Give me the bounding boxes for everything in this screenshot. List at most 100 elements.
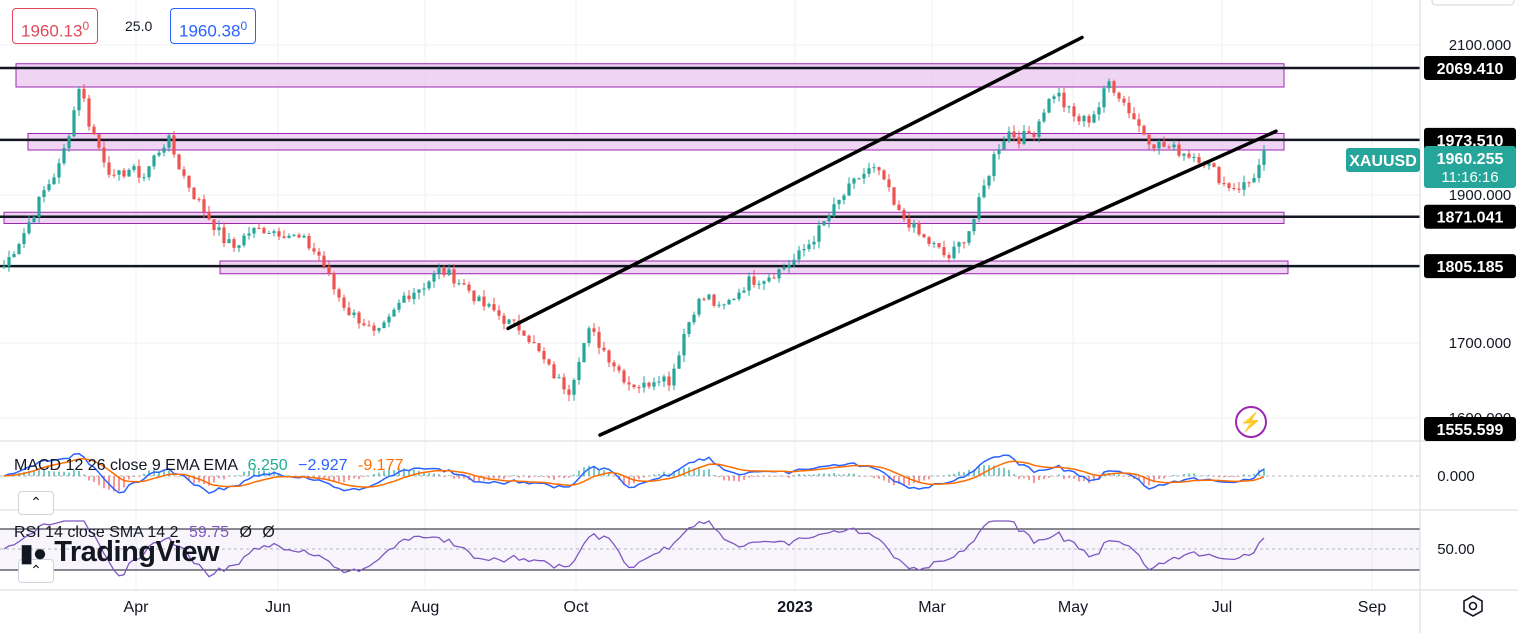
time-axis-label-1: Jun <box>265 599 291 616</box>
collapse-rsi-button[interactable]: ⌃ <box>18 559 54 583</box>
macd-hist-bar-168 <box>843 474 845 476</box>
macd-hist-bar-113 <box>568 476 570 478</box>
time-axis-label-5: Mar <box>918 599 946 616</box>
support-resistance-zones <box>3 63 1289 275</box>
candle-body-9 <box>47 184 51 191</box>
candle-body-14 <box>72 110 76 137</box>
settings-icon[interactable] <box>1460 593 1486 619</box>
macd-hist-bar-9 <box>48 470 50 476</box>
candle-body-54 <box>272 231 276 234</box>
macd-hist-bar-140 <box>703 470 705 476</box>
candle-body-117 <box>587 328 591 344</box>
macd-hist-bar-131 <box>658 473 660 476</box>
candle-body-166 <box>832 204 836 217</box>
macd-hist-bar-164 <box>823 473 825 476</box>
macd-hist-bar-75 <box>378 472 380 476</box>
candle-body-137 <box>687 322 691 335</box>
macd-hist-bar-189 <box>948 474 950 476</box>
macd-hist-bar-70 <box>353 476 355 479</box>
macd-hist-bar-46 <box>233 475 235 477</box>
rsi-axis-label: 50.00 <box>1437 541 1475 558</box>
candle-body-237 <box>1187 153 1191 158</box>
candle-body-181 <box>907 218 911 228</box>
candle-body-16 <box>82 89 86 99</box>
macd-hist-bar-134 <box>673 470 675 476</box>
candle-body-198 <box>992 154 996 177</box>
macd-hist-bar-136 <box>683 468 685 476</box>
macd-hist-bar-138 <box>693 468 695 476</box>
candle-body-228 <box>1142 125 1146 135</box>
candle-body-135 <box>677 355 681 369</box>
candle-body-224 <box>1122 98 1126 103</box>
candle-body-150 <box>752 276 756 285</box>
macd-value-line: −2.927 <box>298 457 348 474</box>
tradingview-logo-icon: ▮● <box>20 540 47 567</box>
macd-hist-bar-191 <box>958 471 960 476</box>
candle-body-205 <box>1027 131 1031 134</box>
macd-hist-bar-236 <box>1183 474 1185 476</box>
candle-body-123 <box>617 366 621 371</box>
candle-body-183 <box>917 223 921 235</box>
bid-price-button[interactable]: 1960.130 <box>12 8 99 44</box>
candle-body-160 <box>802 249 806 251</box>
candle-body-214 <box>1072 106 1076 117</box>
candle-body-80 <box>402 295 406 303</box>
macd-hist-bar-94 <box>473 476 475 483</box>
chevron-up-icon: ⌃ <box>30 562 42 578</box>
lightning-icon[interactable]: ⚡ <box>1235 406 1267 438</box>
macd-hist-bar-109 <box>548 476 550 479</box>
macd-hist-bar-163 <box>818 473 820 476</box>
candle-body-221 <box>1107 81 1111 89</box>
candle-body-216 <box>1082 116 1086 122</box>
macd-legend[interactable]: MACD 12 26 close 9 EMA EMA 6.250 −2.927 … <box>14 457 403 475</box>
macd-hist-bar-142 <box>713 474 715 476</box>
candle-body-180 <box>902 209 906 219</box>
candle-body-188 <box>942 247 946 256</box>
macd-hist-bar-166 <box>833 473 835 476</box>
macd-hist-bar-101 <box>508 476 510 477</box>
candle-body-116 <box>582 343 586 362</box>
macd-hist-bar-225 <box>1128 476 1130 477</box>
candle-body-98 <box>492 304 496 311</box>
candle-body-37 <box>187 175 191 188</box>
candle-body-93 <box>467 284 471 291</box>
candle-body-251 <box>1257 164 1261 178</box>
candle-body-246 <box>1232 187 1236 189</box>
macd-hist-bar-222 <box>1113 473 1115 476</box>
macd-hist-bar-215 <box>1078 476 1080 482</box>
macd-hist-bar-244 <box>1223 476 1225 478</box>
candle-body-15 <box>77 89 81 111</box>
macd-hist-bar-54 <box>273 471 275 476</box>
candle-body-105 <box>527 335 531 342</box>
candle-body-112 <box>562 377 566 390</box>
macd-hist-bar-252 <box>1263 468 1265 476</box>
macd-hist-bar-31 <box>158 471 160 476</box>
candle-body-50 <box>252 227 256 234</box>
collapse-macd-button[interactable]: ⌃ <box>18 491 54 515</box>
candle-body-242 <box>1212 163 1216 168</box>
macd-hist-bar-240 <box>1203 475 1205 477</box>
candle-body-252 <box>1262 150 1266 165</box>
macd-hist-bar-106 <box>533 476 535 477</box>
candle-body-226 <box>1132 113 1136 120</box>
macd-hist-bar-157 <box>788 476 790 478</box>
ask-price-button[interactable]: 1960.380 <box>170 8 257 44</box>
candle-body-110 <box>552 364 556 379</box>
macd-hist-bar-98 <box>493 476 495 479</box>
candle-body-174 <box>872 167 876 169</box>
macd-hist-bar-162 <box>813 474 815 476</box>
candle-body-7 <box>37 197 41 217</box>
candle-body-245 <box>1227 183 1231 188</box>
candlestick-series <box>2 78 1266 402</box>
tradingview-watermark: ▮● TradingView <box>20 536 220 569</box>
macd-hist-bar-73 <box>368 475 370 477</box>
candle-body-170 <box>852 178 856 184</box>
candle-body-113 <box>567 389 571 395</box>
rsi-legend[interactable]: RSI 14 close SMA 14 2 59.75 Ø Ø <box>14 524 275 542</box>
candle-body-81 <box>407 295 411 300</box>
candle-body-217 <box>1087 116 1091 123</box>
macd-hist-bar-25 <box>128 476 130 480</box>
macd-hist-bar-145 <box>728 476 730 481</box>
candle-body-51 <box>257 227 261 229</box>
